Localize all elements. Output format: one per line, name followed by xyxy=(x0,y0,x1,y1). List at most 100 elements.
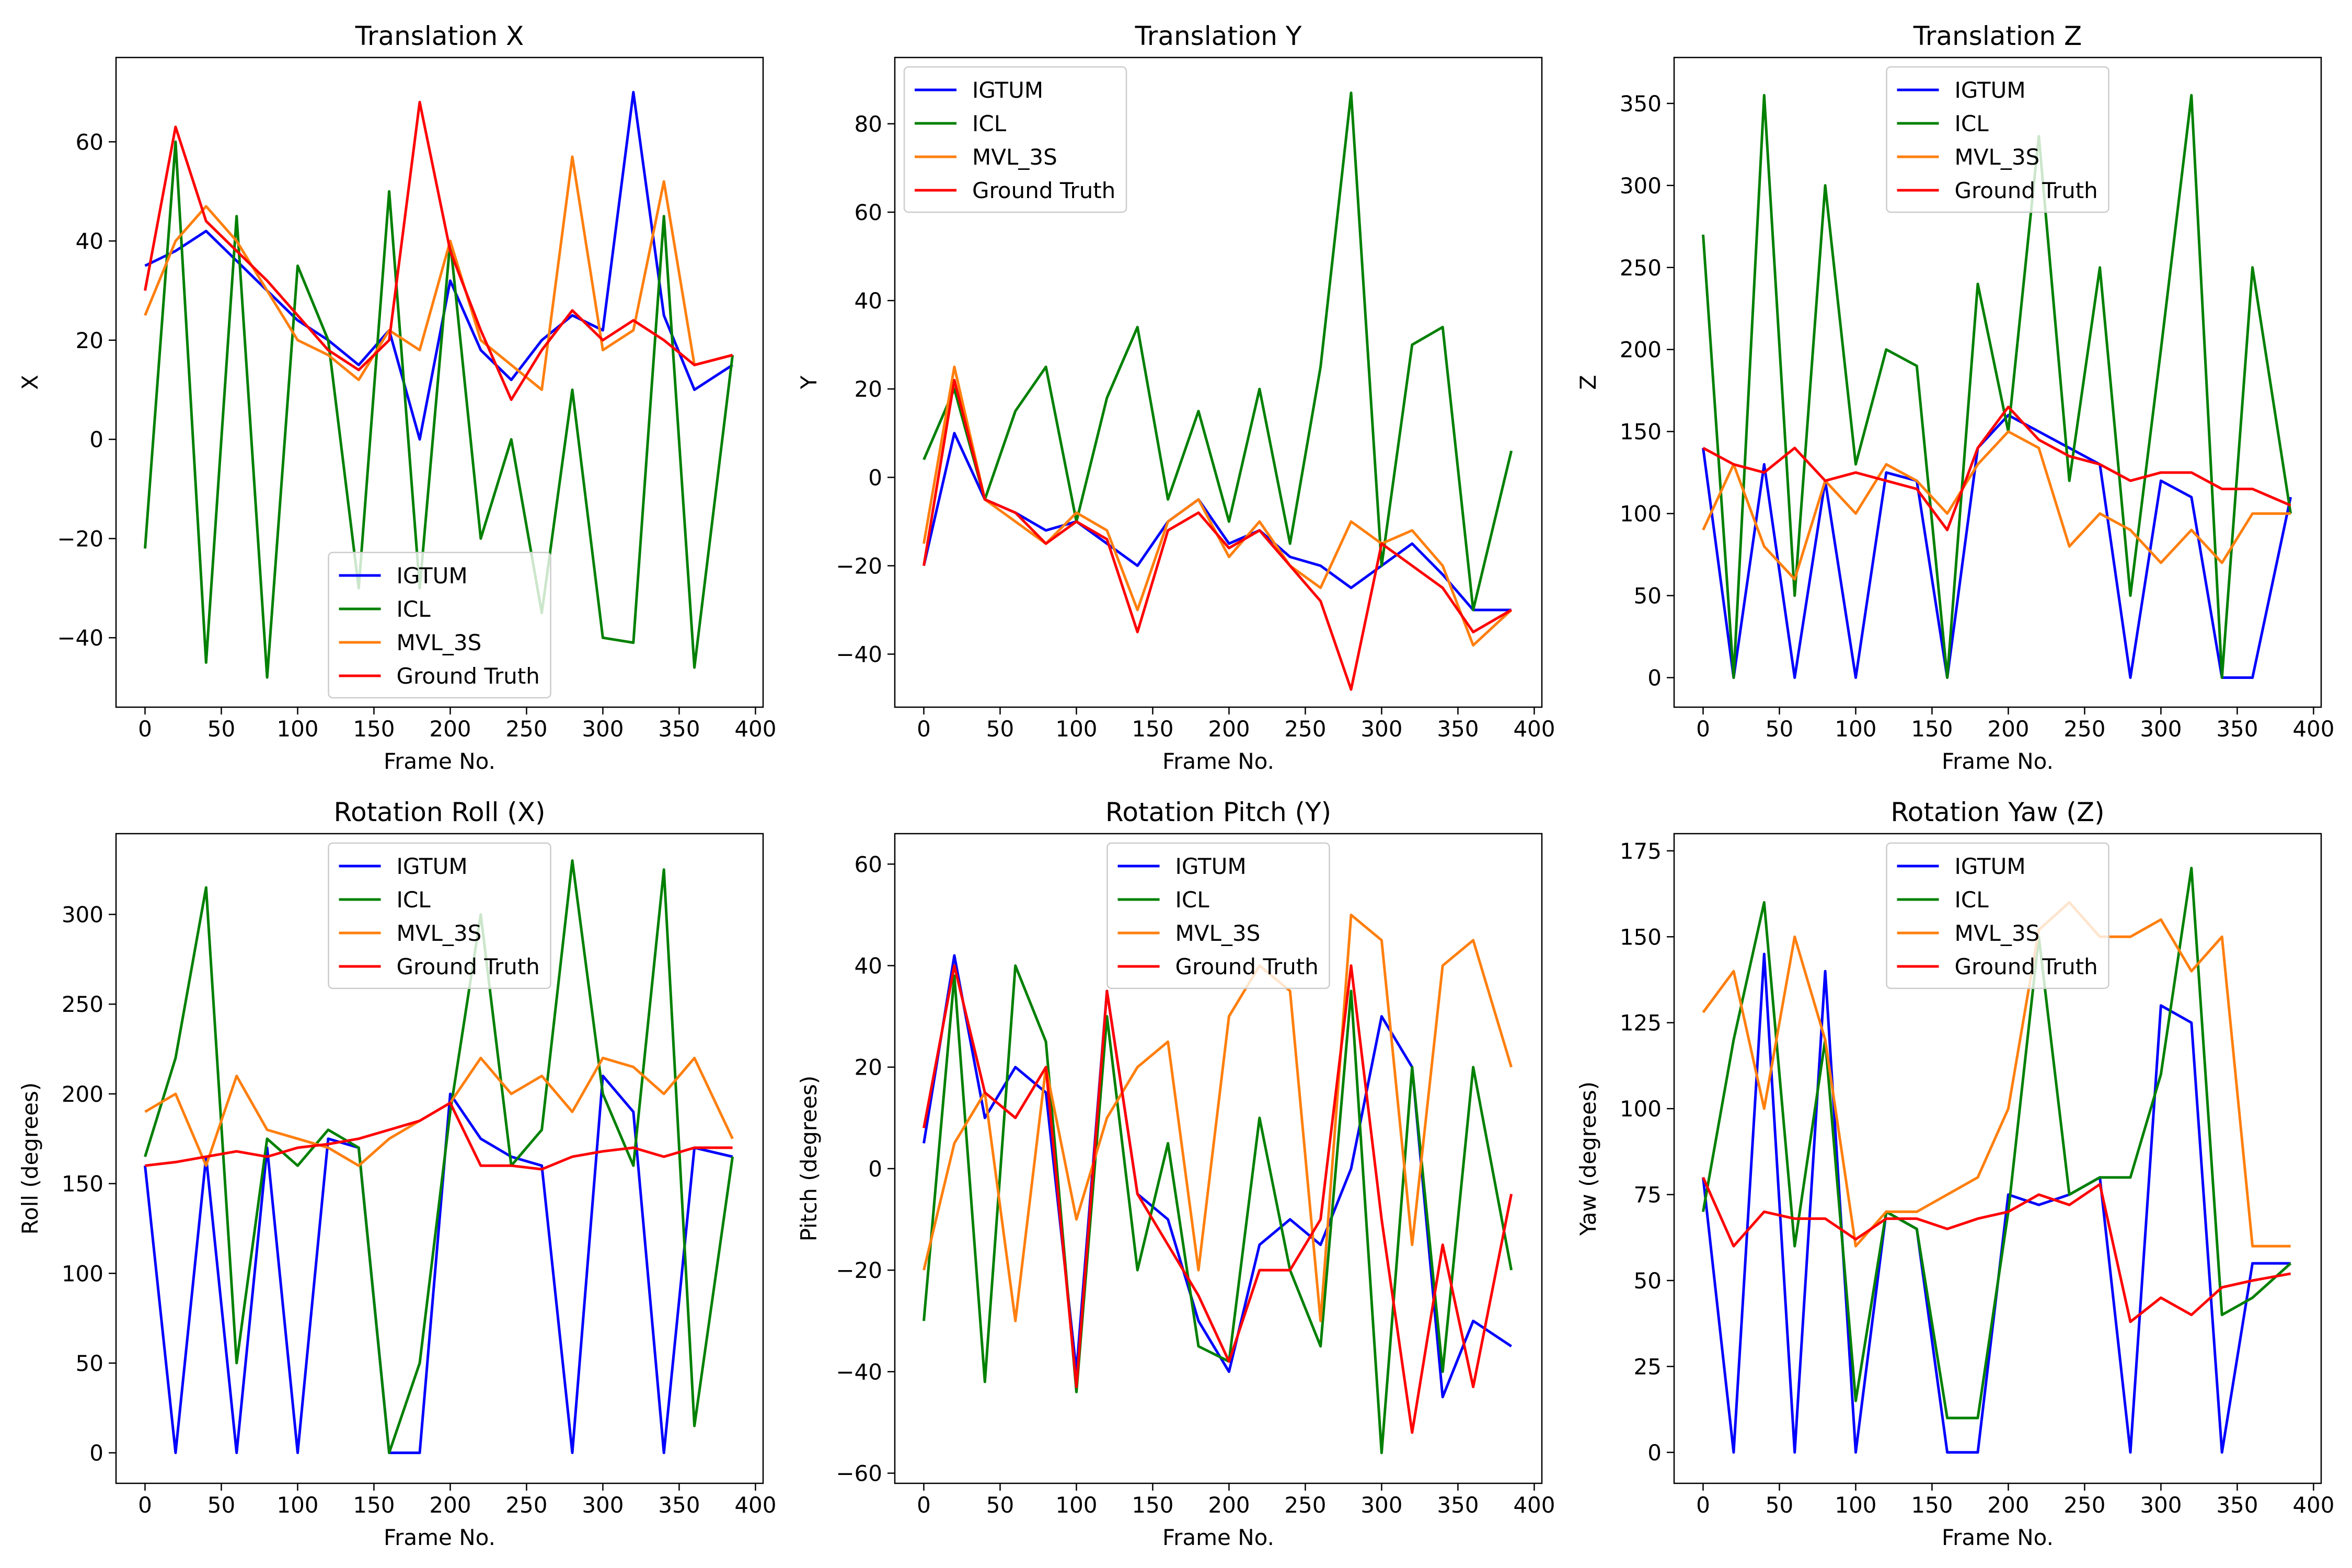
x-tick-label: 350 xyxy=(1437,1492,1479,1518)
x-tick-label: 400 xyxy=(1513,716,1555,742)
axes-frame xyxy=(1673,56,2322,708)
y-tick-label: 0 xyxy=(89,1440,103,1466)
series-line-icl xyxy=(144,140,734,679)
panel-3: 0 50 100 150 200 250 300 350 400 0 50 100 150 200 250 3… xyxy=(17,797,776,1550)
legend: IGTUM ICL MVL_3S Ground Truth xyxy=(903,66,1127,213)
y-tick-label: 0 xyxy=(868,1156,882,1182)
x-tick-label: 50 xyxy=(986,1492,1014,1518)
x-tick-label: 150 xyxy=(353,1492,395,1518)
x-tick-label: 300 xyxy=(582,716,624,742)
x-tick-label: 0 xyxy=(917,716,931,742)
y-tick-label: −20 xyxy=(836,553,882,579)
x-axis-label: Frame No. xyxy=(1942,1525,2054,1550)
x-tick-label: 200 xyxy=(1987,716,2029,742)
legend-label: IGTUM xyxy=(397,854,468,879)
x-tick-label: 150 xyxy=(1132,716,1173,742)
y-tick-label: 20 xyxy=(855,1055,882,1080)
panel-0: 0 50 100 150 200 250 300 350 400 −40 −20 0 20 40 60 Tra… xyxy=(17,21,776,774)
y-tick-label: 250 xyxy=(62,991,103,1017)
series-group xyxy=(144,90,734,679)
y-tick-label: 200 xyxy=(62,1081,103,1107)
x-axis-label: Frame No. xyxy=(1162,1525,1274,1550)
x-tick-label: 100 xyxy=(276,1492,318,1518)
x-tick-label: 400 xyxy=(2292,716,2334,742)
x-tick-label: 150 xyxy=(1911,1492,1953,1518)
series-line-mvl-3s xyxy=(1702,901,2291,1248)
series-line-ground-truth xyxy=(1702,406,2291,532)
x-tick-label: 350 xyxy=(1437,716,1479,742)
x-tick-label: 100 xyxy=(1055,716,1097,742)
y-tick-label: 0 xyxy=(1647,665,1662,691)
x-tick-label: 350 xyxy=(2216,716,2258,742)
series-group xyxy=(1702,867,2292,1454)
legend-box xyxy=(1106,842,1330,989)
legend-label: ICL xyxy=(1955,887,1989,913)
panel-5: 0 50 100 150 200 250 300 350 400 0 25 50 75 100 125 150… xyxy=(1575,797,2334,1550)
y-tick-label: 40 xyxy=(855,288,882,314)
y-tick-label: 100 xyxy=(62,1261,103,1286)
series-line-icl xyxy=(1702,867,2292,1420)
x-tick-label: 300 xyxy=(582,1492,624,1518)
y-tick-label: 150 xyxy=(1620,924,1662,950)
y-tick-label: −20 xyxy=(836,1258,882,1283)
x-tick-label: 250 xyxy=(2063,1492,2105,1518)
x-tick-label: 100 xyxy=(1055,1492,1097,1518)
y-tick-label: 60 xyxy=(855,851,882,877)
y-axis-label: Yaw (degrees) xyxy=(1575,1081,1601,1236)
series-line-igtum xyxy=(923,954,1512,1399)
x-tick-label: 150 xyxy=(1911,716,1953,742)
y-tick-label: 100 xyxy=(1620,501,1662,527)
x-tick-label: 300 xyxy=(2140,716,2182,742)
y-tick-label: 125 xyxy=(1620,1010,1662,1036)
y-tick-label: 60 xyxy=(76,129,103,155)
y-tick-label: −40 xyxy=(57,625,103,651)
y-tick-label: 80 xyxy=(855,111,882,137)
legend-box xyxy=(1886,842,2109,989)
x-tick-label: 50 xyxy=(1766,1492,1793,1518)
legend-box xyxy=(1886,66,2109,213)
x-tick-label: 200 xyxy=(429,716,471,742)
x-tick-label: 400 xyxy=(734,716,776,742)
x-tick-label: 50 xyxy=(207,1492,235,1518)
y-tick-label: 20 xyxy=(855,376,882,402)
x-tick-label: 250 xyxy=(505,1492,547,1518)
legend-label: Ground Truth xyxy=(1955,178,2098,203)
legend-label: IGTUM xyxy=(1955,77,2026,103)
y-tick-label: 350 xyxy=(1620,91,1662,117)
x-tick-label: 250 xyxy=(505,716,547,742)
x-tick-label: 200 xyxy=(1208,716,1250,742)
legend-box xyxy=(328,842,551,989)
x-tick-label: 300 xyxy=(2140,1492,2182,1518)
panel-4: 0 50 100 150 200 250 300 350 400 −60 −40 −20 0 20 40 60… xyxy=(796,797,1555,1550)
y-tick-label: 75 xyxy=(1634,1182,1662,1208)
y-tick-label: 0 xyxy=(1647,1440,1662,1466)
x-tick-label: 150 xyxy=(353,716,395,742)
legend-label: ICL xyxy=(1955,111,1989,136)
chart-title: Rotation Pitch (Y) xyxy=(1105,797,1331,827)
y-tick-label: 40 xyxy=(76,228,103,254)
series-line-ground-truth xyxy=(145,1101,733,1171)
legend-label: IGTUM xyxy=(1175,854,1247,879)
x-tick-label: 0 xyxy=(917,1492,931,1518)
y-tick-label: −40 xyxy=(836,1359,882,1385)
legend-label: MVL_3S xyxy=(397,920,482,946)
x-tick-label: 150 xyxy=(1132,1492,1173,1518)
legend-label: IGTUM xyxy=(972,77,1043,103)
legend-label: MVL_3S xyxy=(397,630,482,655)
y-tick-label: 50 xyxy=(1634,583,1662,609)
y-tick-label: 300 xyxy=(1620,173,1662,199)
chart-title: Translation Y xyxy=(1135,21,1302,51)
series-line-igtum xyxy=(144,90,733,441)
legend-label: Ground Truth xyxy=(397,663,540,689)
y-tick-label: 150 xyxy=(62,1171,103,1197)
y-tick-label: 0 xyxy=(89,427,103,453)
axes-frame xyxy=(894,56,1543,708)
x-tick-label: 350 xyxy=(658,716,700,742)
legend: IGTUM ICL MVL_3S Ground Truth xyxy=(1886,842,2109,989)
y-tick-label: 25 xyxy=(1634,1354,1662,1379)
x-tick-label: 250 xyxy=(1284,1492,1326,1518)
series-line-mvl-3s xyxy=(923,913,1513,1322)
axes-frame xyxy=(115,56,764,708)
x-tick-label: 50 xyxy=(1766,716,1793,742)
